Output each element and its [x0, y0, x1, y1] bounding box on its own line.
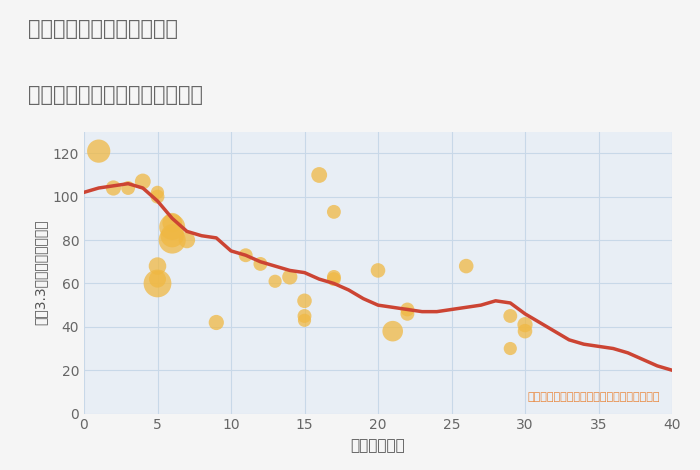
Point [461, 262, 472, 270]
Point [108, 184, 119, 192]
Point [255, 260, 266, 268]
Point [152, 188, 163, 196]
Point [505, 312, 516, 320]
Point [93, 148, 104, 155]
Point [299, 317, 310, 324]
Point [299, 312, 310, 320]
Text: 円の大きさは、取引のあった物件面積を示す: 円の大きさは、取引のあった物件面積を示す [528, 392, 660, 402]
Point [314, 171, 325, 179]
Point [167, 236, 178, 244]
Point [299, 297, 310, 305]
Point [372, 266, 384, 274]
Point [328, 273, 339, 281]
Point [152, 262, 163, 270]
Point [122, 184, 134, 192]
Point [181, 236, 193, 244]
X-axis label: 築年数（年）: 築年数（年） [351, 438, 405, 453]
Point [137, 178, 148, 185]
Point [505, 345, 516, 352]
Point [402, 310, 413, 318]
Point [328, 275, 339, 283]
Point [519, 321, 531, 329]
Point [167, 223, 178, 231]
Text: 三重県四日市市富田浜元町: 三重県四日市市富田浜元町 [28, 19, 178, 39]
Point [328, 208, 339, 216]
Point [387, 328, 398, 335]
Point [211, 319, 222, 326]
Point [284, 273, 295, 281]
Point [519, 328, 531, 335]
Point [152, 275, 163, 283]
Text: 築年数別中古マンション坪単価: 築年数別中古マンション坪単価 [28, 85, 203, 105]
Y-axis label: 坪（3.3㎡）単価（万円）: 坪（3.3㎡）単価（万円） [33, 220, 47, 325]
Point [240, 251, 251, 259]
Point [402, 306, 413, 313]
Point [167, 232, 178, 240]
Point [152, 280, 163, 287]
Point [167, 219, 178, 227]
Point [270, 277, 281, 285]
Point [152, 193, 163, 200]
